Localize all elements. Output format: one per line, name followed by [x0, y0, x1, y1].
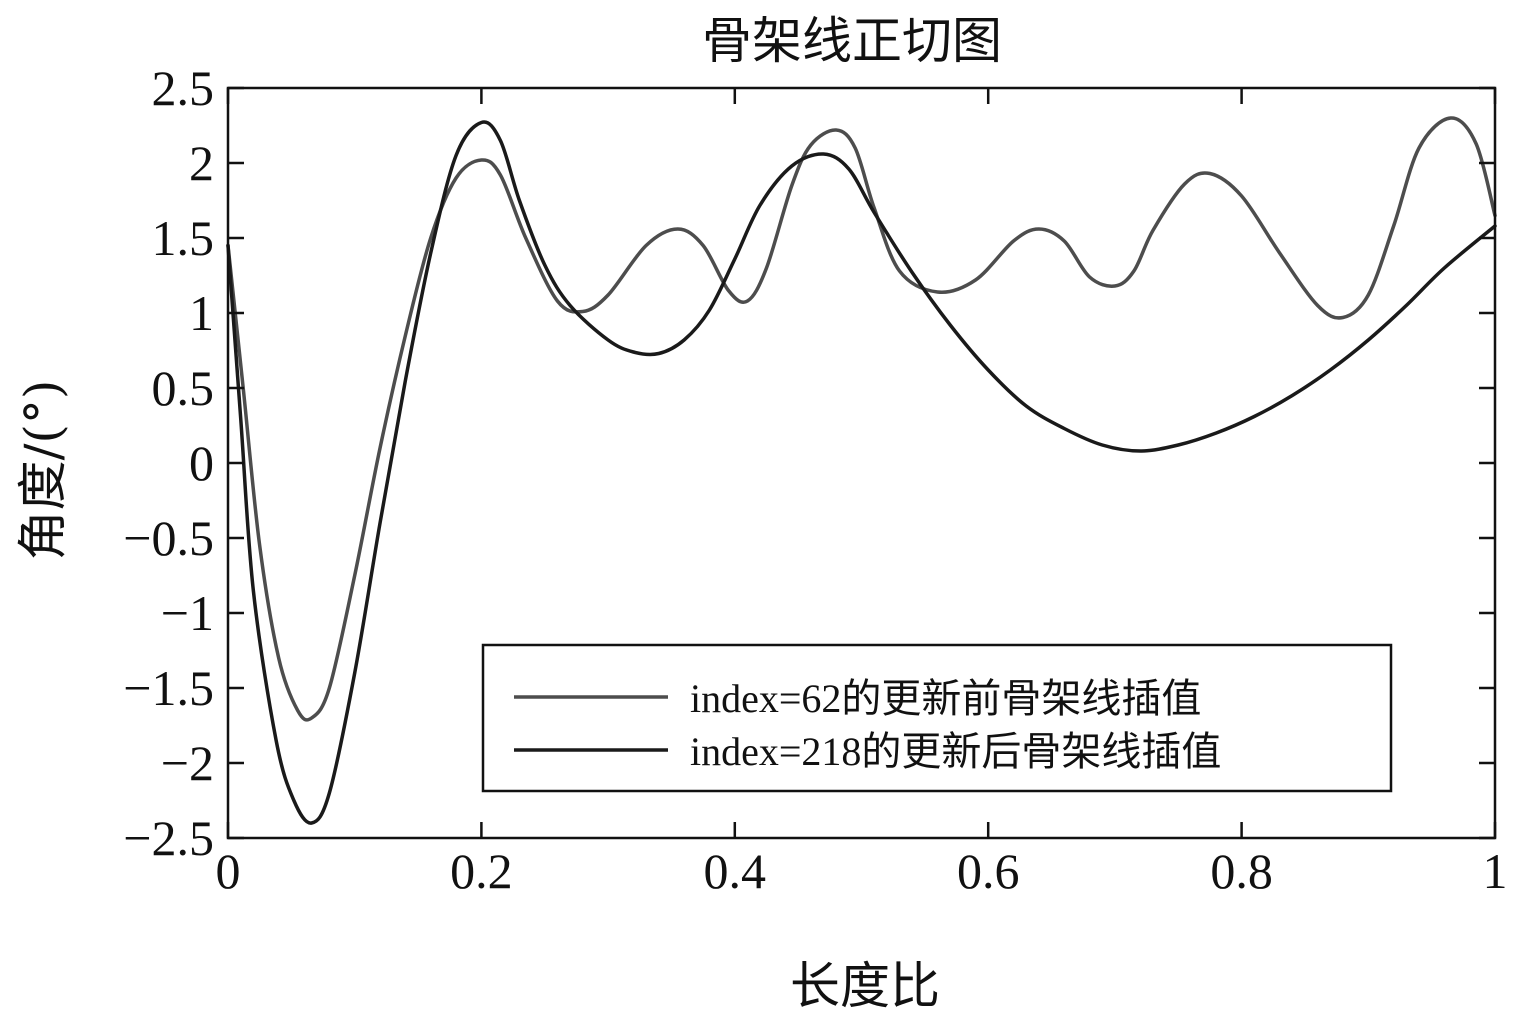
series-line-1: [226, 120, 1497, 825]
x-tick-label: 0.2: [450, 843, 513, 899]
legend-label-after-update: index=218的更新后骨架线插值: [690, 729, 1221, 774]
y-tick-label: 1.5: [152, 210, 215, 266]
x-tick-label: 0.4: [704, 843, 767, 899]
y-tick-label: −2.5: [123, 810, 214, 866]
x-tick-label: 0.6: [957, 843, 1020, 899]
legend-box: [481, 643, 1393, 793]
y-axis-title: 角度/(°): [14, 380, 72, 561]
x-axis-title: 长度比: [790, 957, 940, 1015]
x-tick-label: 1: [1483, 843, 1508, 899]
y-tick-label: −1: [161, 585, 214, 641]
y-tick-label: 0: [189, 435, 214, 491]
y-tick-label: 2.5: [152, 60, 215, 116]
y-tick-label: −1.5: [123, 660, 214, 716]
x-tick-label: 0: [216, 843, 241, 899]
y-tick-label: 1: [189, 285, 214, 341]
series-line-0: [226, 116, 1497, 722]
axis-ticks: [226, 86, 1497, 840]
plot-lines: [226, 116, 1497, 825]
legend: index=62的更新前骨架线插值 index=218的更新后骨架线插值: [481, 643, 1393, 793]
y-tick-label: 2: [189, 135, 214, 191]
y-tick-label: 0.5: [152, 360, 215, 416]
y-tick-label: −0.5: [123, 510, 214, 566]
x-tick-label: 0.8: [1210, 843, 1273, 899]
axis-tick-labels: 0 0.2 0.4 0.6 0.8 1 2.5 2 1.5 1 0.5 0 −0.5 −1 −1.5 −2 −2…: [123, 60, 1507, 899]
y-tick-label: −2: [161, 735, 214, 791]
legend-label-before-update: index=62的更新前骨架线插值: [690, 676, 1201, 721]
chart-title: 骨架线正切图: [702, 12, 1002, 70]
